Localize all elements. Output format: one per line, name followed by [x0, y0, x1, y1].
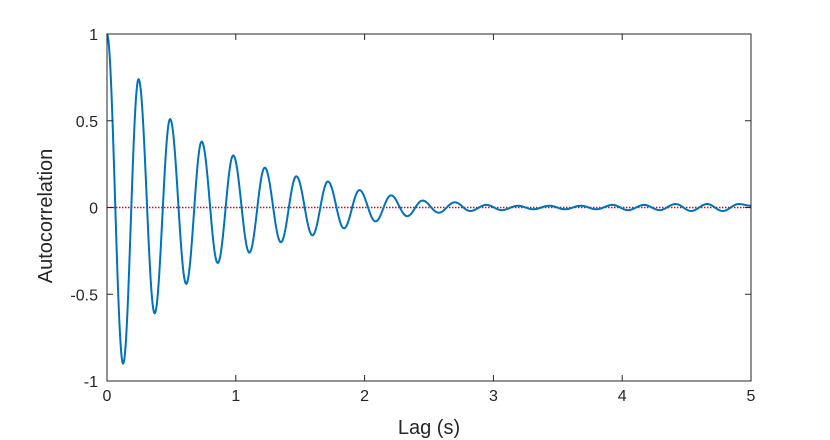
x-tick-label: 3: [489, 388, 498, 405]
x-tick-label: 0: [103, 388, 112, 405]
autocorrelation-line: [106, 33, 752, 365]
plot-area: [106, 33, 752, 365]
y-axis-label: Autocorrelation: [35, 149, 57, 284]
y-tick-label: 0.5: [76, 114, 98, 131]
y-tick-label: -0.5: [70, 287, 98, 304]
y-tick-label: -1: [84, 374, 98, 391]
x-tick-label: 1: [231, 388, 240, 405]
x-axis-label: Lag (s): [398, 417, 460, 439]
x-tick-label: 2: [360, 388, 369, 405]
x-tick-label: 4: [618, 388, 627, 405]
axes: 0 1 2 3 4 5 -1 -0.5 0 0.5 1: [70, 27, 755, 405]
y-tick-label: 1: [89, 27, 98, 44]
y-tick-label: 0: [89, 201, 98, 218]
x-tick-label: 5: [747, 388, 756, 405]
